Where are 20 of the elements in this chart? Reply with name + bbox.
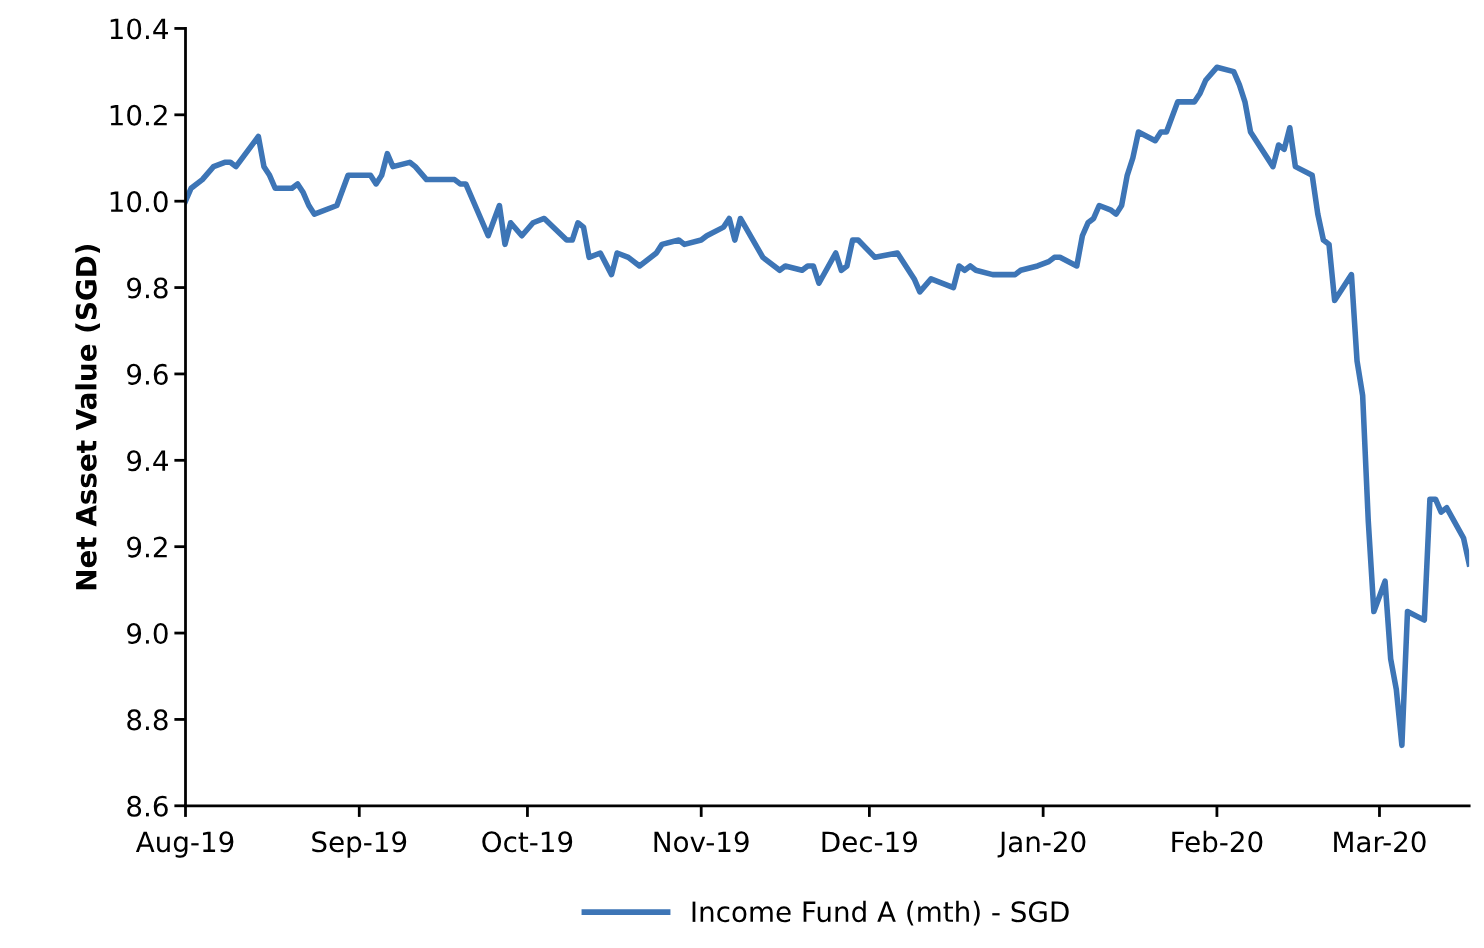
y-tick-label: 9.0	[127, 622, 168, 644]
y-tick-label: 8.8	[127, 709, 168, 731]
y-tick-label: 10.4	[110, 18, 168, 40]
y-tick-label: 10.2	[110, 104, 167, 126]
x-tick-label: Sep-19	[312, 831, 407, 858]
legend-label: Income Fund A (mth) - SGD	[692, 900, 1069, 926]
x-tick-label: Oct-19	[482, 831, 573, 853]
x-tick-label: Mar-20	[1334, 831, 1426, 853]
x-tick-label: Feb-20	[1172, 830, 1263, 853]
y-tick-label: 8.6	[127, 795, 168, 817]
x-tick-label: Jan-20	[997, 831, 1086, 858]
y-tick-label: 9.8	[127, 277, 168, 299]
x-tick-label: Dec-19	[822, 831, 917, 853]
y-axis-title: Net Asset Value (SGD)	[75, 244, 101, 590]
x-tick-label: Nov-19	[654, 831, 749, 853]
x-tick-label: Aug-19	[135, 831, 234, 858]
y-tick-label: 9.2	[127, 536, 167, 558]
y-tick-label: 10.0	[110, 191, 168, 213]
y-tick-label: 9.4	[127, 450, 168, 472]
y-tick-label: 9.6	[127, 363, 168, 385]
